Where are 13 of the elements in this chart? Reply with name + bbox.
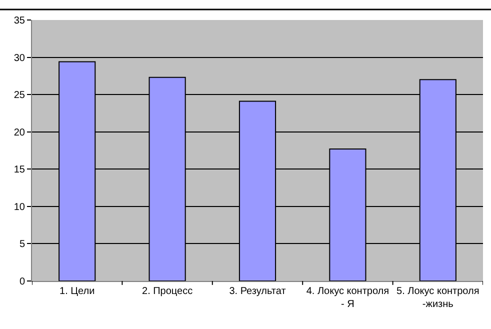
x-tick-label: 4. Локус контроля - Я (306, 286, 390, 310)
y-tick-label: 0 (19, 276, 26, 288)
x-tick-label: 3. Результат (229, 286, 286, 297)
y-tick-label: 15 (14, 164, 26, 176)
y-tick-label: 25 (14, 90, 26, 102)
y-tick-label: 10 (14, 202, 26, 213)
y-tick-label: 5 (19, 239, 26, 250)
y-tick-label: 20 (14, 127, 26, 138)
x-tick-label: 2. Процесс (142, 286, 193, 297)
y-tick-label: 30 (14, 52, 26, 64)
x-tick-label: 1. Цели (60, 286, 95, 297)
x-tick-label: 5. Локус контроля -жизнь (396, 286, 480, 310)
y-tick-label: 35 (14, 16, 26, 26)
